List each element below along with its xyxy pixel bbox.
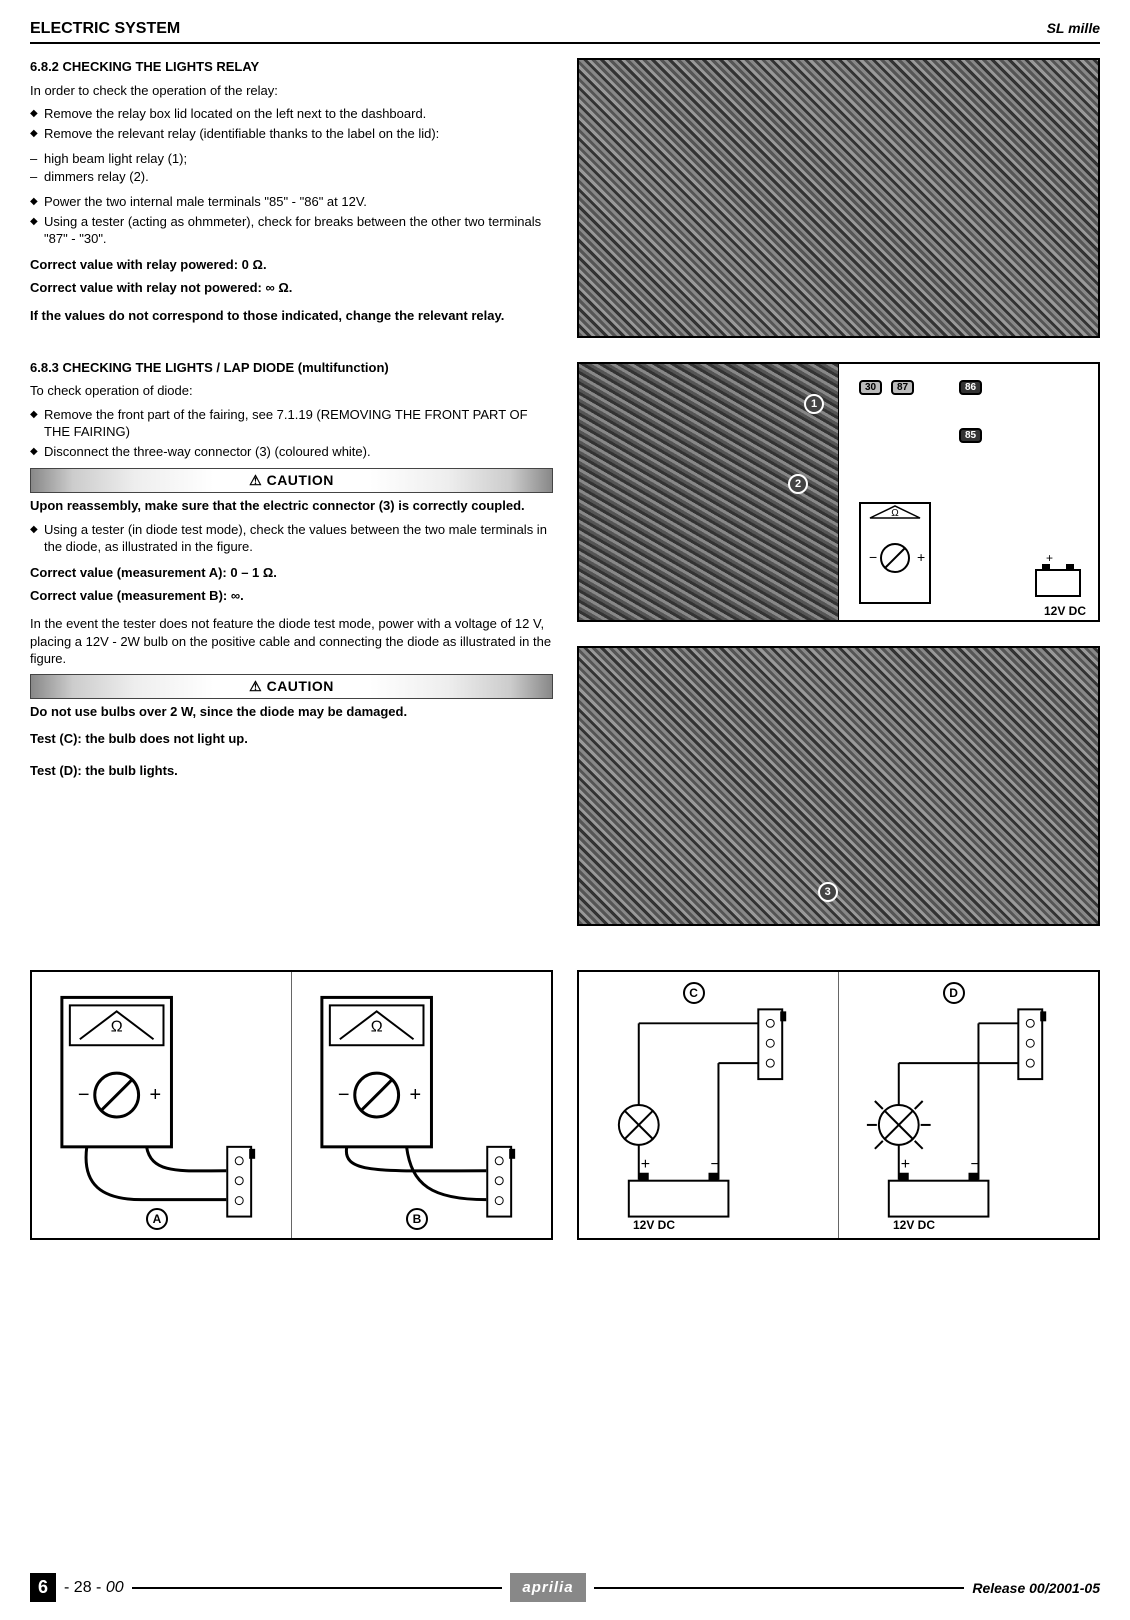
svg-text:+: +: [917, 549, 925, 565]
tester-icon: Ω − +: [855, 498, 935, 608]
bottom-diagrams: Ω − + A: [30, 970, 1100, 1240]
brand-logo: aprilia: [510, 1573, 585, 1602]
circuit-c-icon: + −: [579, 972, 838, 1238]
callout-3: 3: [818, 882, 838, 902]
svg-text:−: −: [338, 1084, 350, 1106]
warn-682: If the values do not correspond to those…: [30, 307, 553, 325]
footer-page-num: - 28 -: [64, 1579, 101, 1596]
pin-30: 30: [859, 380, 882, 395]
bullet: Using a tester (acting as ohmmeter), che…: [30, 213, 553, 248]
svg-text:+: +: [901, 1156, 910, 1173]
footer-rule-right: [594, 1587, 965, 1589]
svg-text:−: −: [869, 549, 877, 565]
bullet: Remove the front part of the fairing, se…: [30, 406, 553, 441]
bullet: Remove the relay box lid located on the …: [30, 105, 553, 123]
callout-1: 1: [804, 394, 824, 414]
svg-text:−: −: [710, 1156, 719, 1173]
intro-683: To check operation of diode:: [30, 382, 553, 400]
svg-text:+: +: [1046, 552, 1053, 565]
svg-text:Ω: Ω: [111, 1018, 123, 1035]
photo-connector: 3: [577, 646, 1100, 926]
label-12v-dc: 12V DC: [1044, 604, 1086, 618]
dash: high beam light relay (1);: [30, 150, 553, 168]
heading-683: 6.8.3 CHECKING THE LIGHTS / LAP DIODE (m…: [30, 359, 553, 377]
label-a: A: [146, 1208, 168, 1230]
callout-2: 2: [788, 474, 808, 494]
correct-val-unpowered: Correct value with relay not powered: ∞ …: [30, 279, 553, 297]
left-column: 6.8.2 CHECKING THE LIGHTS RELAY In order…: [30, 58, 553, 950]
test-d: Test (D): the bulb lights.: [30, 762, 553, 780]
bullet: Power the two internal male terminals "8…: [30, 193, 553, 211]
correct-val-powered: Correct value with relay powered: 0 Ω.: [30, 256, 553, 274]
label-c: C: [683, 982, 705, 1004]
battery-icon: +: [1028, 552, 1088, 602]
photo-relay-box: [577, 58, 1100, 338]
measure-b: Correct value (measurement B): ∞.: [30, 587, 553, 605]
footer-rev: 00: [106, 1579, 124, 1596]
caution-text-2: Do not use bulbs over 2 W, since the dio…: [30, 703, 553, 721]
label-b: B: [406, 1208, 428, 1230]
caution-text-1: Upon reassembly, make sure that the elec…: [30, 497, 553, 515]
circuit-d-icon: + −: [839, 972, 1098, 1238]
svg-text:+: +: [641, 1156, 650, 1173]
svg-text:−: −: [970, 1156, 979, 1173]
section-title: ELECTRIC SYSTEM: [30, 20, 180, 38]
model-name: SL mille: [1047, 20, 1100, 36]
footer-chapter: 6: [30, 1573, 56, 1602]
pin-85: 85: [959, 428, 982, 443]
footer-page: - 28 - 00: [64, 1579, 124, 1597]
page-header: ELECTRIC SYSTEM SL mille: [30, 20, 1100, 44]
page-footer: 6 - 28 - 00 aprilia Release 00/2001-05: [30, 1573, 1100, 1602]
bullet: Disconnect the three-way connector (3) (…: [30, 443, 553, 461]
bullet: Remove the relevant relay (identifiable …: [30, 125, 553, 143]
svg-text:Ω: Ω: [891, 508, 899, 519]
alt-method: In the event the tester does not feature…: [30, 615, 553, 668]
intro-682: In order to check the operation of the r…: [30, 82, 553, 100]
caution-box-1: ⚠ CAUTION: [30, 468, 553, 493]
measure-a: Correct value (measurement A): 0 – 1 Ω.: [30, 564, 553, 582]
heading-682: 6.8.2 CHECKING THE LIGHTS RELAY: [30, 58, 553, 76]
svg-text:−: −: [78, 1084, 90, 1106]
footer-rule-left: [132, 1587, 503, 1589]
svg-text:+: +: [410, 1084, 422, 1106]
photo-tester-diagram: 1 2 30 87 86 85 Ω − +: [577, 362, 1100, 622]
diagram-cd: + − C 12V DC: [577, 970, 1100, 1240]
svg-text:Ω: Ω: [371, 1018, 383, 1035]
pin-87: 87: [891, 380, 914, 395]
bullet: Using a tester (in diode test mode), che…: [30, 521, 553, 556]
diagram-ab: Ω − + A: [30, 970, 553, 1240]
tester-b-icon: Ω − +: [292, 972, 551, 1238]
tester-a-icon: Ω − +: [32, 972, 291, 1238]
svg-text:+: +: [150, 1084, 162, 1106]
test-c: Test (C): the bulb does not light up.: [30, 730, 553, 748]
label-12v-c: 12V DC: [633, 1218, 675, 1232]
label-12v-d: 12V DC: [893, 1218, 935, 1232]
dash: dimmers relay (2).: [30, 168, 553, 186]
pin-86: 86: [959, 380, 982, 395]
caution-box-2: ⚠ CAUTION: [30, 674, 553, 699]
label-d: D: [943, 982, 965, 1004]
right-column: 1 2 30 87 86 85 Ω − +: [577, 58, 1100, 950]
footer-release: Release 00/2001-05: [972, 1580, 1100, 1596]
